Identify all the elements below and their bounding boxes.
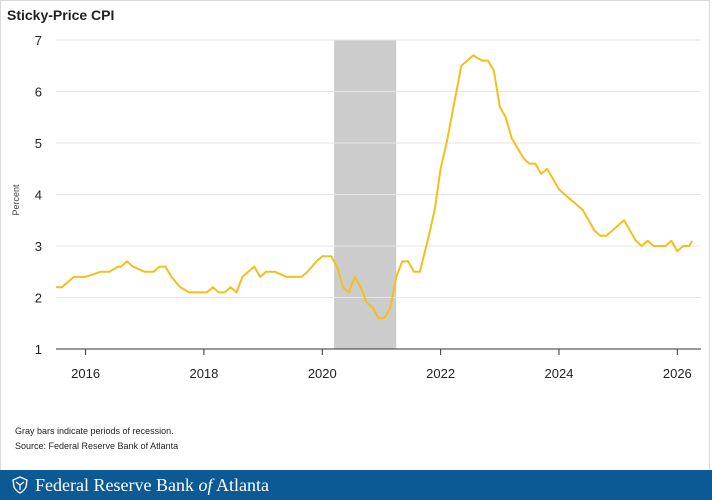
y-tick-label: 4 — [35, 188, 42, 203]
y-tick-label: 1 — [35, 342, 42, 357]
footer-title: Federal Reserve Bank of Atlanta — [35, 475, 269, 496]
footer-text-of: of — [198, 475, 213, 495]
chart-notes: Gray bars indicate periods of recession.… — [15, 424, 178, 454]
source-note: Source: Federal Reserve Bank of Atlanta — [15, 441, 179, 451]
line-chart: 1 2 3 4 5 6 7 2016 2018 2020 2022 2024 2026 — [35, 33, 701, 381]
x-tick-label: 2024 — [545, 366, 574, 381]
footer-text-before: Federal Reserve Bank — [35, 475, 199, 495]
chart-frame — [0, 0, 710, 470]
x-tick-label: 2018 — [189, 366, 218, 381]
x-tick-label: 2022 — [426, 366, 455, 381]
y-tick-label: 6 — [35, 85, 42, 100]
series-line — [56, 54, 693, 320]
eagle-shield-icon — [12, 476, 28, 494]
y-tick-label: 3 — [35, 239, 42, 254]
chart-title: Sticky-Price CPI — [7, 7, 115, 23]
footer-text-after: Atlanta — [212, 475, 269, 495]
x-tick-label: 2016 — [71, 366, 100, 381]
y-tick-label: 2 — [35, 291, 42, 306]
x-tick-label: 2020 — [308, 366, 337, 381]
x-tick-label: 2026 — [663, 366, 692, 381]
y-tick-label: 7 — [35, 33, 42, 48]
footer-bar: Federal Reserve Bank of Atlanta — [0, 470, 712, 500]
recession-note: Gray bars indicate periods of recession. — [15, 426, 174, 436]
y-tick-label: 5 — [35, 136, 42, 151]
